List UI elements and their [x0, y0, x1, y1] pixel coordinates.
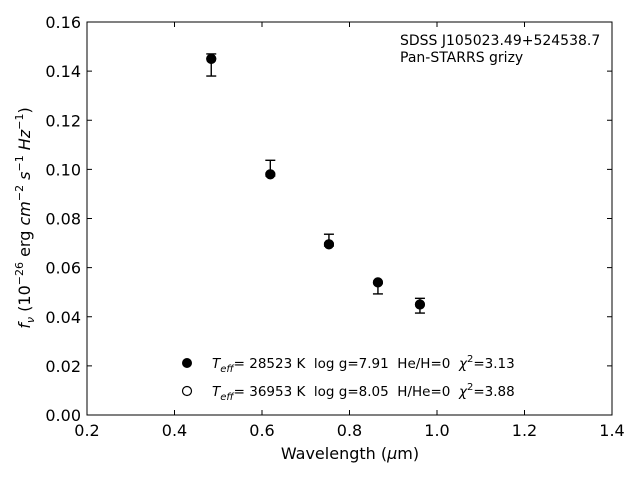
- annotation: SDSS J105023.49+524538.7 Pan-STARRS griz…: [400, 33, 600, 66]
- points-layer: [206, 53, 426, 314]
- legend-marker-open: [181, 385, 193, 397]
- annotation-survey: Pan-STARRS grizy: [400, 50, 523, 66]
- x-axis-label: Wavelength (μm): [281, 444, 419, 463]
- annotation-object-name: SDSS J105023.49+524538.7: [400, 33, 600, 49]
- x-tick-label: 0.8: [337, 421, 362, 440]
- y-axis-label: fν (10−26 erg cm−2 s−1 Hz−1): [13, 107, 37, 328]
- legend-marker-filled: [182, 358, 192, 368]
- x-tick-label: 1.0: [424, 421, 449, 440]
- x-tick-label: 0.6: [249, 421, 274, 440]
- y-tick-label: 0.08: [45, 210, 81, 229]
- y-tick-label: 0.12: [45, 111, 81, 130]
- x-tick-label: 1.2: [512, 421, 537, 440]
- y-tick-label: 0.10: [45, 160, 81, 179]
- y-tick-label: 0.00: [45, 406, 81, 425]
- legend-entry-1: Teff= 28523 K log g=7.91 He/H=0 χ2=3.13: [212, 354, 515, 375]
- y-tick-label: 0.14: [45, 62, 81, 81]
- x-tick-label: 0.2: [74, 421, 99, 440]
- ticks-layer: 0.2 0.4 0.6 0.8 1.0 1.2 1.4 0.00 0.02 0.04 0.06 0.0…: [45, 13, 624, 440]
- model-point-filled: [206, 53, 217, 64]
- legend: Teff= 28523 K log g=7.91 He/H=0 χ2=3.13 …: [181, 354, 515, 403]
- x-tick-label: 1.4: [599, 421, 624, 440]
- legend-entry-2: Teff= 36953 K log g=8.05 H/He=0 χ2=3.88: [212, 382, 515, 403]
- y-tick-label: 0.04: [45, 308, 81, 327]
- plot-area-frame: [86, 21, 613, 416]
- model-point-filled: [265, 169, 276, 180]
- x-tick-label: 0.4: [162, 421, 187, 440]
- model-point-filled: [414, 299, 425, 310]
- y-tick-label: 0.16: [45, 13, 81, 32]
- model-point-filled: [372, 277, 383, 288]
- model-point-filled: [323, 239, 334, 250]
- y-tick-label: 0.02: [45, 357, 81, 376]
- y-tick-label: 0.06: [45, 259, 81, 278]
